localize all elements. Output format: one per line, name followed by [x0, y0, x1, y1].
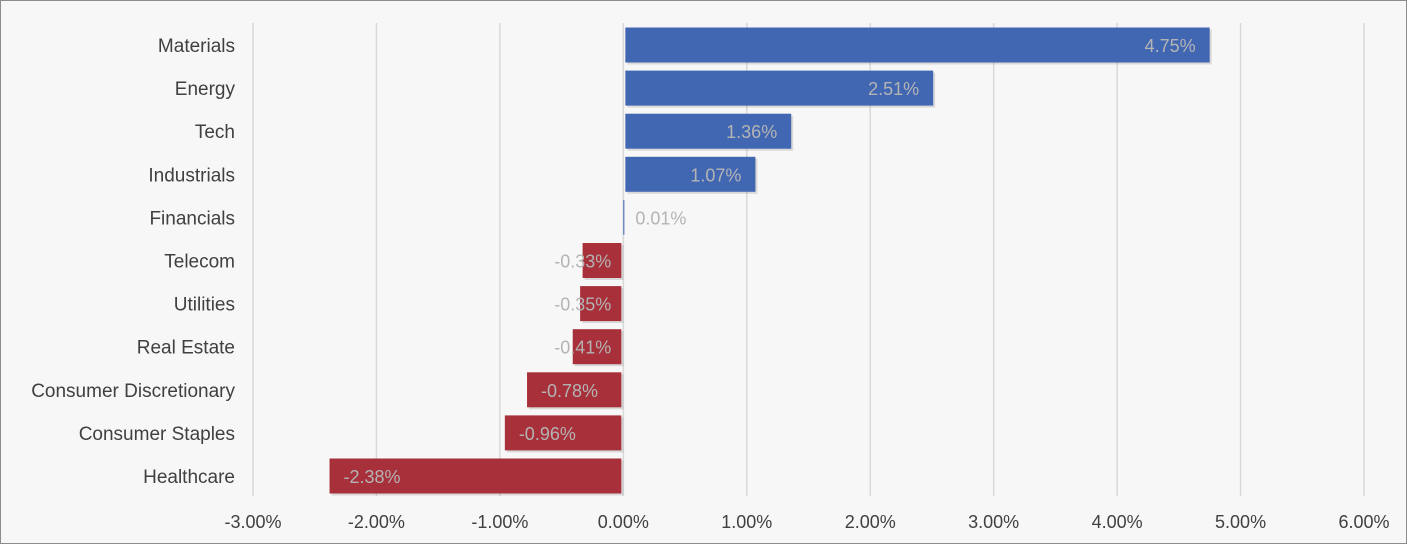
bar — [329, 458, 622, 494]
x-tick-label: 0.00% — [598, 512, 649, 532]
category-label: Healthcare — [143, 467, 235, 488]
x-tick-label: 3.00% — [968, 512, 1019, 532]
x-tick-label: -2.00% — [348, 512, 405, 532]
bar — [580, 286, 622, 322]
bar — [572, 329, 622, 365]
bar — [504, 415, 622, 451]
x-tick-label: 4.00% — [1092, 512, 1143, 532]
x-tick-label: 5.00% — [1215, 512, 1266, 532]
category-label: Real Estate — [137, 338, 235, 359]
data-label: -0.33% — [554, 252, 611, 272]
category-label: Telecom — [164, 252, 235, 273]
x-tick-label: -3.00% — [224, 512, 281, 532]
bar — [623, 199, 625, 235]
bar — [625, 70, 934, 106]
bar — [527, 372, 622, 408]
category-label: Materials — [158, 36, 235, 57]
category-label: Industrials — [148, 165, 235, 186]
data-label: 1.36% — [726, 122, 777, 142]
x-tick-label: 6.00% — [1338, 512, 1389, 532]
category-label: Consumer Staples — [79, 424, 235, 445]
data-label: -2.38% — [344, 467, 401, 487]
category-label: Tech — [195, 122, 235, 143]
x-tick-label: -1.00% — [471, 512, 528, 532]
category-label: Energy — [175, 79, 236, 100]
bar — [625, 156, 756, 192]
x-tick-label: 2.00% — [845, 512, 896, 532]
data-label: 4.75% — [1145, 36, 1196, 56]
data-label: 0.01% — [635, 208, 686, 228]
data-label: -0.96% — [519, 424, 576, 444]
bar — [625, 27, 1210, 63]
data-label: -0.78% — [541, 381, 598, 401]
category-label: Utilities — [174, 295, 235, 316]
data-label: -0.41% — [554, 338, 611, 358]
data-label: 1.07% — [690, 165, 741, 185]
bar — [582, 243, 622, 278]
category-label: Financials — [149, 208, 235, 229]
data-label: -0.35% — [554, 295, 611, 315]
bar — [625, 113, 792, 149]
category-label: Consumer Discretionary — [31, 381, 235, 402]
data-label: 2.51% — [868, 79, 919, 99]
x-tick-label: 1.00% — [721, 512, 772, 532]
